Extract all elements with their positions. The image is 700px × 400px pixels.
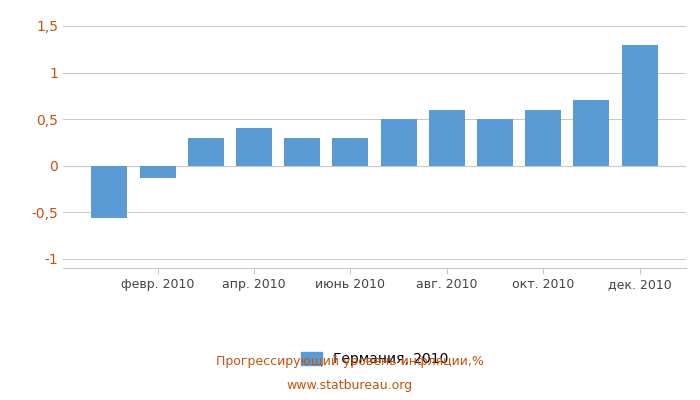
Bar xyxy=(139,166,176,178)
Text: Прогрессирующий уровень инфляции,%: Прогрессирующий уровень инфляции,% xyxy=(216,355,484,368)
Bar xyxy=(525,110,561,166)
Bar xyxy=(236,128,272,166)
Bar xyxy=(188,138,224,166)
Bar xyxy=(573,100,610,166)
Bar xyxy=(622,44,658,166)
Bar xyxy=(284,138,321,166)
Legend: Германия, 2010: Германия, 2010 xyxy=(295,347,454,372)
Bar xyxy=(332,138,368,166)
Bar xyxy=(381,119,416,166)
Bar xyxy=(477,119,513,166)
Bar xyxy=(428,110,465,166)
Bar xyxy=(91,166,127,218)
Text: www.statbureau.org: www.statbureau.org xyxy=(287,379,413,392)
